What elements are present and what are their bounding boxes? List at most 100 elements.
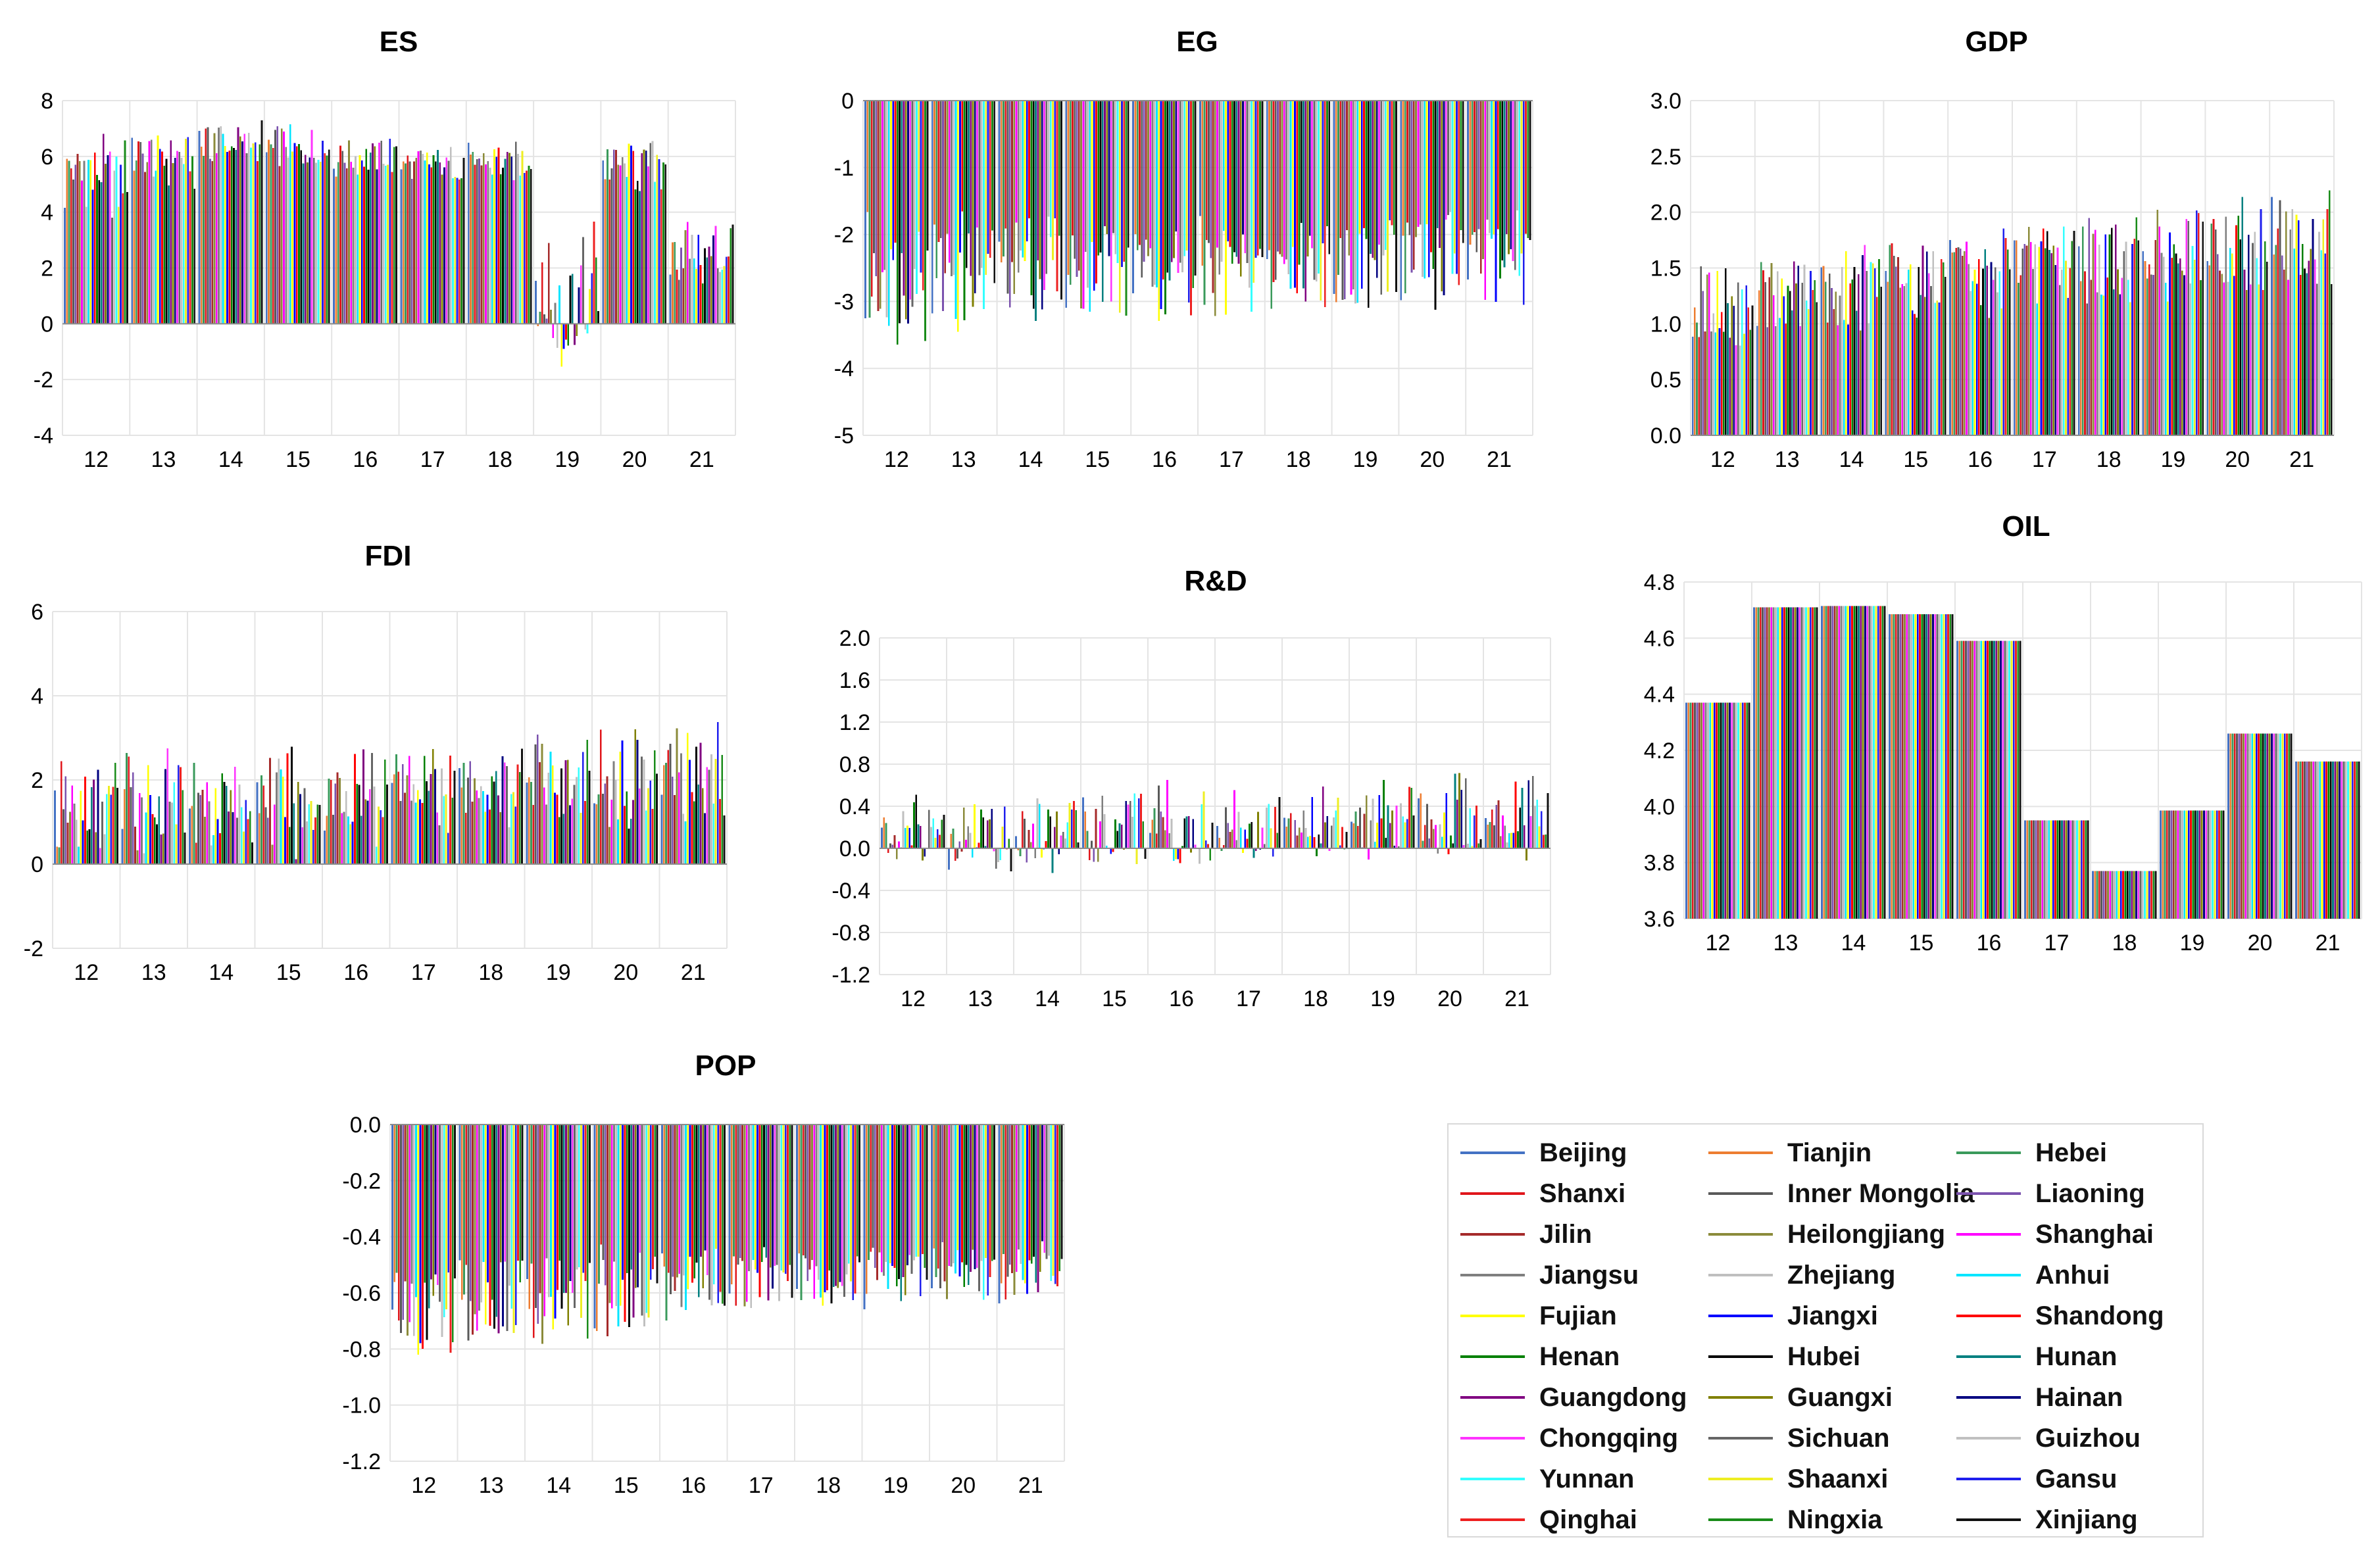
bar (641, 1125, 643, 1316)
x-tick-label: 18 (487, 447, 512, 472)
bar (1326, 101, 1328, 227)
bar (2146, 871, 2148, 919)
bar (426, 152, 428, 324)
bar (2320, 250, 2322, 435)
legend-swatch (1708, 1192, 1773, 1195)
bar (113, 170, 116, 324)
bar (1190, 101, 1192, 316)
bar (138, 792, 141, 864)
bar (699, 265, 702, 324)
bar (2056, 820, 2059, 919)
bar (1726, 702, 1729, 919)
bar (1187, 815, 1190, 848)
bar (1328, 101, 1331, 254)
bar (539, 762, 541, 864)
bar (1011, 1125, 1014, 1273)
bar (499, 1125, 502, 1263)
bar (1254, 848, 1257, 851)
bar (2082, 226, 2084, 435)
bar (1408, 787, 1410, 848)
bar (931, 1125, 933, 1288)
bar (2328, 190, 2331, 435)
legend-swatch (1708, 1478, 1773, 1480)
bar (689, 1125, 691, 1257)
x-tick-label: 14 (1035, 986, 1060, 1011)
legend-swatch (1956, 1192, 2021, 1195)
bar (1698, 702, 1700, 919)
bar (950, 833, 953, 848)
bar (2050, 253, 2052, 435)
bar (948, 848, 950, 870)
bar (774, 1125, 776, 1267)
bar (2205, 810, 2208, 919)
bar (272, 148, 274, 324)
bar (1696, 322, 1698, 435)
bar (458, 179, 460, 324)
bar (1545, 834, 1547, 848)
bar (2239, 239, 2242, 435)
bar (924, 101, 927, 341)
bar (493, 149, 495, 324)
bar (913, 802, 915, 848)
bar (1270, 101, 1273, 309)
bar (1783, 607, 1785, 919)
bar (1246, 101, 1249, 263)
bar (96, 174, 98, 324)
bar (1477, 843, 1480, 848)
bar (211, 161, 214, 324)
bar (1164, 830, 1166, 848)
bar (769, 1125, 772, 1268)
bar (526, 1125, 528, 1280)
bar (2032, 268, 2034, 435)
bar (1918, 266, 1920, 435)
bar (510, 794, 512, 864)
bar (358, 785, 360, 864)
bar (615, 1125, 618, 1306)
bar (1879, 606, 1881, 919)
bar (1028, 830, 1030, 848)
bar (743, 1125, 746, 1307)
bar (472, 1125, 474, 1335)
bar (881, 101, 883, 272)
y-tick-label: 2.0 (839, 626, 870, 651)
bar (2181, 270, 2183, 435)
bar (1089, 101, 1091, 312)
bar (1696, 702, 1698, 919)
bar (243, 831, 245, 864)
bar (963, 101, 966, 321)
bar (789, 1125, 791, 1265)
bar (874, 1125, 876, 1268)
x-tick-label: 18 (1303, 986, 1328, 1011)
bar (1737, 702, 1739, 919)
bar (1047, 1125, 1050, 1256)
bar (634, 189, 637, 324)
bar (1787, 607, 1790, 919)
bar (937, 101, 940, 242)
bar (1984, 641, 1987, 919)
bar (1389, 101, 1391, 220)
bar (922, 1125, 924, 1255)
bar (647, 166, 649, 324)
legend-item: Shanxi (1460, 1173, 1708, 1214)
bar (541, 744, 543, 864)
bar (215, 153, 218, 324)
bar (941, 1125, 944, 1243)
bar (1208, 101, 1210, 243)
bar (2192, 810, 2194, 919)
bar (168, 801, 171, 864)
bar (1916, 318, 1918, 435)
x-tick-label: 16 (681, 1473, 706, 1498)
bar (78, 160, 81, 324)
bar (1519, 807, 1522, 848)
bar (560, 324, 563, 367)
bar (2073, 231, 2075, 435)
bar (300, 150, 303, 324)
bar (839, 1125, 841, 1282)
bar (1370, 101, 1372, 254)
bar (1125, 101, 1128, 316)
bar (639, 1125, 641, 1253)
bar (1940, 258, 1943, 435)
bar (1853, 266, 1856, 435)
bar (1337, 797, 1339, 848)
bar (1086, 831, 1089, 848)
